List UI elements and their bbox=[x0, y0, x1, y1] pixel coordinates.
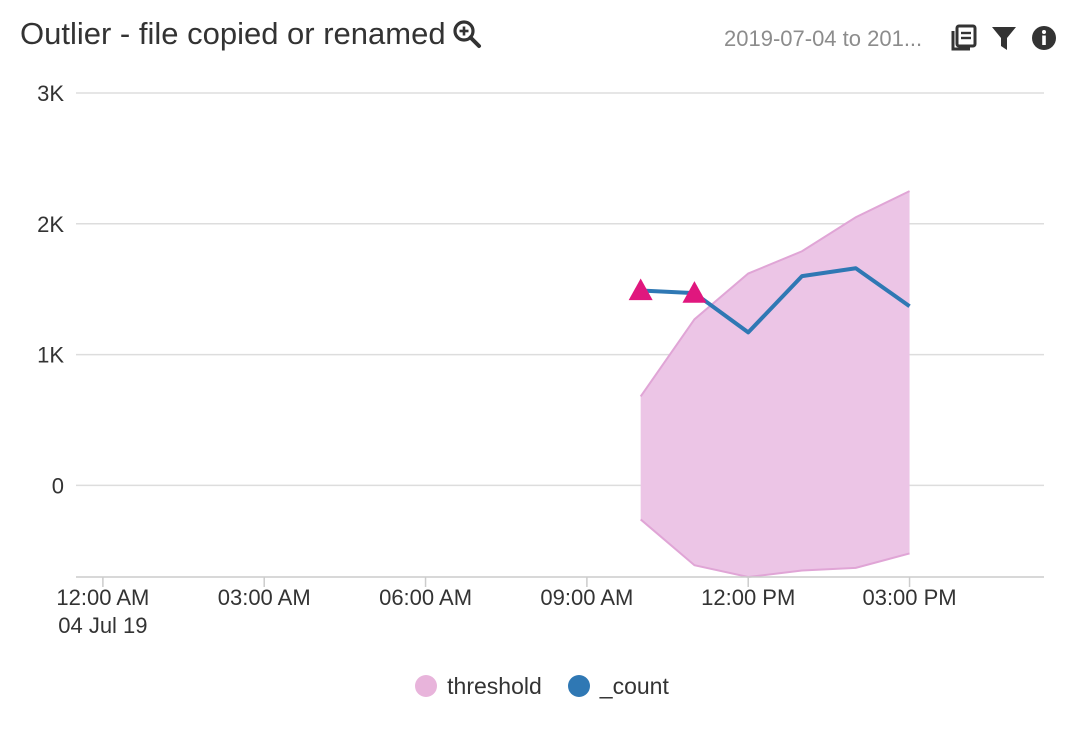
x-axis-date-label: 04 Jul 19 bbox=[58, 613, 147, 638]
legend-item-threshold[interactable]: threshold bbox=[415, 673, 542, 700]
chart-title: Outlier - file copied or renamed bbox=[20, 16, 482, 52]
axes: 3K 2K 1K 0 12:00 AM 03:00 AM 06:00 AM 09:00 AM 1… bbox=[37, 81, 1044, 638]
export-icon[interactable] bbox=[950, 23, 978, 53]
zoom-in-icon[interactable] bbox=[452, 19, 482, 49]
chart-plot: 3K 2K 1K 0 12:00 AM 03:00 AM 06:00 AM 09:00 AM 1… bbox=[37, 81, 1044, 638]
y-tick-label: 3K bbox=[37, 81, 64, 106]
threshold-band bbox=[640, 191, 910, 578]
legend-label-count: _count bbox=[599, 672, 669, 699]
series-area bbox=[628, 190, 911, 579]
x-tick-label: 06:00 AM bbox=[379, 585, 472, 610]
outlier-marker bbox=[628, 278, 653, 301]
y-tick-label: 1K bbox=[37, 343, 64, 368]
x-tick-label: 12:00 AM bbox=[56, 585, 149, 610]
x-tick-label: 12:00 PM bbox=[701, 585, 795, 610]
y-tick-label: 0 bbox=[52, 473, 64, 498]
legend-swatch-count bbox=[567, 675, 590, 697]
x-tick-label: 03:00 AM bbox=[218, 585, 311, 610]
time-range-label[interactable]: 2019-07-04 to 201... bbox=[724, 26, 923, 51]
chart-title-text: Outlier - file copied or renamed bbox=[20, 16, 446, 51]
threshold-lower-line bbox=[640, 518, 910, 579]
filter-icon[interactable] bbox=[990, 23, 1018, 53]
outlier-marker bbox=[682, 281, 707, 303]
info-icon[interactable] bbox=[1030, 23, 1058, 53]
x-tick-label: 03:00 PM bbox=[862, 585, 956, 610]
threshold-upper-line bbox=[639, 190, 910, 398]
legend-item-count[interactable]: _count bbox=[567, 672, 669, 700]
count-line bbox=[640, 266, 911, 335]
chart-header: Outlier - file copied or renamed 2019-07… bbox=[0, 0, 1084, 80]
x-tick-label: 09:00 AM bbox=[540, 585, 633, 610]
legend: threshold _count bbox=[0, 670, 1084, 702]
legend-label-threshold: threshold bbox=[447, 672, 542, 699]
y-tick-label: 2K bbox=[37, 212, 64, 237]
legend-swatch-threshold bbox=[415, 675, 438, 697]
